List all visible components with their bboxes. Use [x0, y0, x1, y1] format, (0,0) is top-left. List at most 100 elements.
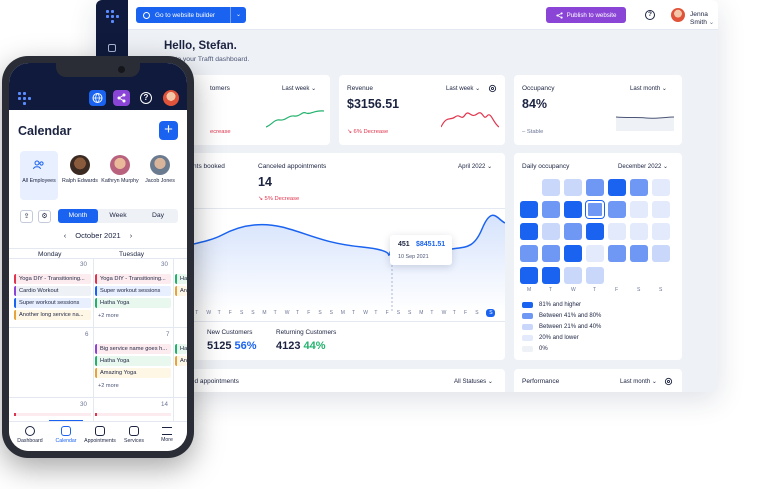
heatmap-cell[interactable] [586, 245, 604, 262]
heatmap-weekday: M [527, 287, 532, 293]
tab-services[interactable]: Services [117, 426, 151, 444]
settings-gear-icon[interactable] [488, 84, 497, 93]
heatmap-cell[interactable] [564, 201, 582, 218]
website-builder-button[interactable]: Go to website builder ⌄ [136, 7, 246, 23]
new-customers-value: 5125 56% [207, 340, 257, 352]
calendar-event[interactable]: Amazing Yoga [95, 368, 171, 378]
heatmap-cell[interactable] [564, 245, 582, 262]
publish-button[interactable]: Publish to website [546, 7, 626, 23]
heatmap-cell[interactable] [542, 245, 560, 262]
heatmap-cell[interactable] [630, 179, 648, 196]
globe-icon [92, 93, 103, 104]
calendar-event[interactable]: An [175, 286, 187, 296]
employee-ralph[interactable]: Ralph Edwards [61, 151, 99, 200]
tab-month[interactable]: Month [58, 209, 98, 223]
heatmap-cell[interactable] [630, 245, 648, 262]
heatmap-cell[interactable] [586, 223, 604, 240]
heatmap-cell[interactable] [652, 223, 670, 240]
heatmap-cell[interactable] [608, 245, 626, 262]
export-icon[interactable]: ⇪ [20, 210, 33, 223]
month-nav: ‹ October 2021 › [9, 231, 187, 240]
employee-kathryn[interactable]: Kathryn Murphy [101, 151, 139, 200]
chevron-down-icon[interactable]: ⌄ [235, 12, 241, 18]
occupancy-filter[interactable]: Last month ⌄ [630, 85, 667, 92]
website-globe-button[interactable] [89, 90, 106, 106]
heatmap-cell[interactable] [630, 223, 648, 240]
chart-day-label: T [273, 310, 277, 316]
help-icon[interactable]: ? [140, 92, 152, 104]
avatar [70, 155, 90, 175]
calendar-event[interactable]: Ha [175, 274, 187, 284]
heatmap-cell[interactable] [608, 179, 626, 196]
chart-day-label: S [475, 310, 479, 316]
period-filter[interactable]: April 2022 ⌄ [458, 163, 493, 170]
tab-dashboard[interactable]: Dashboard [13, 426, 47, 444]
heatmap-cell[interactable] [564, 179, 582, 196]
arrow-down-icon: ↘ [258, 196, 263, 202]
heatmap-cell[interactable] [520, 201, 538, 218]
heatmap-cell[interactable] [586, 179, 604, 196]
calendar-event[interactable]: Cardio Workout [14, 286, 91, 296]
heatmap-cell[interactable] [564, 267, 582, 284]
heatmap-cell[interactable] [652, 245, 670, 262]
more-events-link[interactable]: +2 more [98, 313, 119, 319]
heatmap-cell[interactable] [608, 223, 626, 240]
avatar[interactable] [163, 90, 179, 106]
heatmap-cell[interactable] [608, 201, 626, 218]
calendar-event[interactable]: An [175, 356, 187, 366]
calendar-event[interactable]: Super workout sessions [14, 298, 91, 308]
tab-appointments[interactable]: Appointments [83, 426, 117, 444]
heatmap-cell[interactable] [520, 245, 538, 262]
performance-filter[interactable]: Last month ⌄ [620, 378, 657, 385]
sidebar-nav-icon[interactable] [108, 44, 116, 52]
employee-jacob[interactable]: Jacob Jones [141, 151, 179, 200]
heatmap-cell[interactable] [542, 267, 560, 284]
settings-gear-icon[interactable] [664, 377, 673, 386]
new-customers-label: New Customers [207, 329, 253, 336]
status-filter[interactable]: All Statuses ⌄ [454, 378, 493, 385]
booked-appointments-card: oked appointments All Statuses ⌄ [162, 369, 505, 392]
calendar-event[interactable]: Another long service na... [14, 310, 91, 320]
calendar-event[interactable]: Yoga DIY - Transitioning... [14, 274, 91, 284]
prev-month-button[interactable]: ‹ [63, 231, 67, 240]
heatmap-weekday: T [593, 287, 597, 293]
daily-filter[interactable]: December 2022 ⌄ [618, 163, 669, 170]
avatar[interactable] [671, 8, 685, 22]
share-button[interactable] [113, 90, 130, 106]
employee-all[interactable]: All Employees [20, 151, 58, 200]
calendar-event[interactable]: Ha [175, 344, 187, 354]
checklist-icon [95, 426, 105, 436]
calendar-event[interactable]: Yoga DIY - Transitioning... [95, 274, 171, 284]
day-number: 14 [161, 401, 168, 408]
tab-calendar[interactable]: Calendar [49, 426, 83, 444]
arrow-down-icon: ↘ [347, 129, 352, 135]
add-appointment-button[interactable]: + [159, 121, 178, 140]
calendar-event[interactable]: Big service name goes h... [95, 344, 171, 354]
help-icon[interactable]: ? [645, 10, 655, 20]
next-month-button[interactable]: › [129, 231, 133, 240]
settings-gear-icon[interactable]: ⚙ [38, 210, 51, 223]
heatmap-cell[interactable] [630, 201, 648, 218]
heatmap-cell[interactable] [652, 201, 670, 218]
heatmap-cell[interactable] [542, 179, 560, 196]
calendar-event[interactable]: Hatha Yoga [95, 356, 171, 366]
calendar-event[interactable]: Super workout sessions [95, 286, 171, 296]
calendar-event[interactable]: Hatha Yoga [95, 298, 171, 308]
customers-sparkline [266, 110, 324, 128]
user-menu[interactable]: Jenna Smith ⌄ [690, 11, 718, 26]
heatmap-cell[interactable] [586, 201, 604, 218]
more-events-link[interactable]: +2 more [98, 383, 119, 389]
heatmap-cell[interactable] [520, 267, 538, 284]
revenue-filter[interactable]: Last week ⌄ [446, 85, 481, 92]
month-label: October 2021 [75, 231, 121, 240]
tab-day[interactable]: Day [151, 212, 165, 219]
tab-week[interactable]: Week [109, 212, 127, 219]
heatmap-cell[interactable] [542, 201, 560, 218]
heatmap-cell[interactable] [564, 223, 582, 240]
heatmap-cell[interactable] [652, 179, 670, 196]
heatmap-cell[interactable] [586, 267, 604, 284]
tab-more[interactable]: More [150, 426, 184, 443]
customers-filter[interactable]: Last week ⌄ [282, 85, 317, 92]
heatmap-cell[interactable] [542, 223, 560, 240]
heatmap-cell[interactable] [520, 223, 538, 240]
